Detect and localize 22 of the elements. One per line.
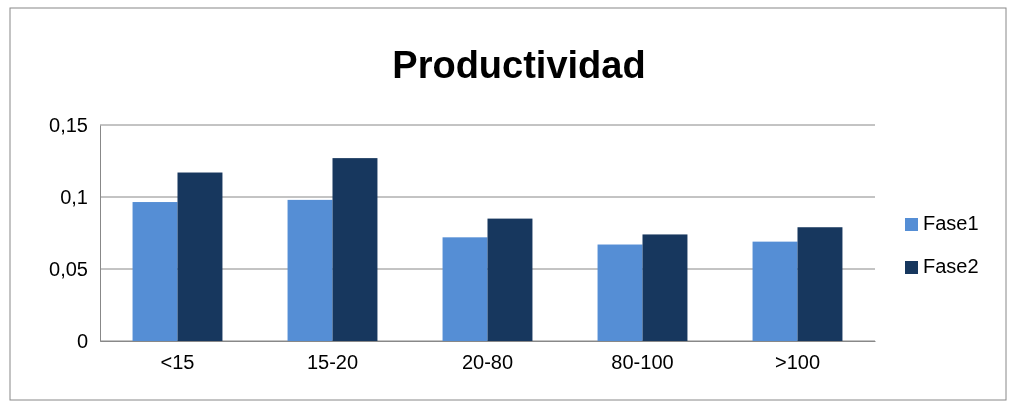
bar [597, 244, 643, 341]
y-tick-label: 0,15 [49, 113, 88, 136]
bar [442, 237, 488, 341]
bar [132, 202, 178, 341]
y-tick-label: 0,05 [49, 257, 88, 280]
y-tick-label: 0 [76, 329, 88, 352]
bar [287, 199, 333, 341]
x-tick-label: 80-100 [611, 351, 674, 374]
bar [752, 241, 798, 341]
bar [642, 234, 688, 341]
x-tick-label: 15-20 [306, 351, 359, 374]
x-tick-label: >100 [774, 351, 821, 374]
x-tick-label: 20-80 [461, 351, 514, 374]
legend-label: Fase2 [923, 255, 979, 277]
chart-title: Productividad [392, 44, 646, 86]
bar [797, 227, 843, 341]
bar [487, 218, 533, 341]
bar [177, 172, 223, 341]
y-tick-label: 0,1 [60, 185, 88, 208]
legend-label: Fase1 [923, 212, 979, 234]
bar [332, 158, 378, 341]
x-tick-label: <15 [160, 351, 195, 374]
